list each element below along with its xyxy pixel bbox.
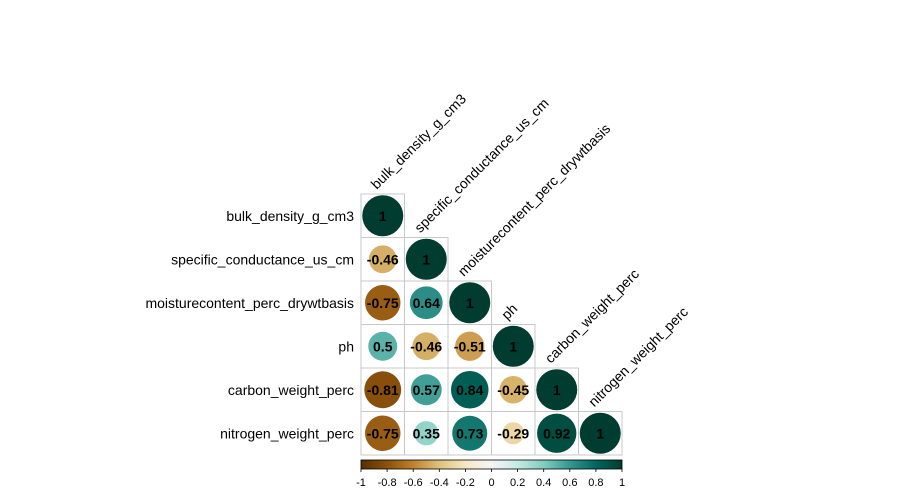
correlation-value-label: 1: [596, 425, 604, 441]
colorbar-tick-label: -1: [356, 477, 366, 489]
correlation-circle: [410, 374, 442, 406]
colorbar-tick-label: -0.4: [430, 477, 449, 489]
colorbar-tick-label: 0.6: [562, 477, 577, 489]
column-label: carbon_weight_perc: [542, 266, 642, 366]
correlation-value-label: 1: [379, 208, 387, 224]
correlation-circle: [537, 413, 577, 453]
correlation-value-label: 0.5: [373, 338, 393, 354]
correlation-value-label: -0.81: [367, 382, 399, 398]
correlation-value-label: 0.35: [413, 425, 440, 441]
column-label: moisturecontent_perc_drywtbasis: [455, 120, 614, 279]
correlation-circle: [364, 415, 401, 452]
correlation-value-label: 0.64: [413, 295, 440, 311]
correlation-circle: [368, 331, 398, 361]
correlation-value-label: 0.92: [543, 425, 570, 441]
column-label: ph: [498, 300, 520, 322]
correlation-circle: [536, 369, 578, 411]
correlation-value-label: 1: [466, 295, 474, 311]
correlation-value-label: 0.84: [456, 382, 483, 398]
colorbar-tick-label: 1: [619, 477, 625, 489]
correlation-circle: [405, 238, 447, 280]
grid-layer: [360, 193, 623, 456]
correlation-value-label: -0.46: [410, 338, 442, 354]
row-label: ph: [338, 338, 354, 354]
colorbar-tick-label: -0.6: [404, 477, 423, 489]
correlation-circle: [364, 284, 401, 321]
correlation-circle: [502, 422, 525, 445]
colorbar-tick-label: 0.2: [510, 477, 525, 489]
value-layer: 1 -0.46 1 -0.75 0.64 1 0.5 -0.46 -0.51 1 -0.81 0.57…: [367, 208, 605, 442]
correlation-value-label: -0.51: [454, 338, 486, 354]
circle-layer: [362, 195, 621, 454]
correlation-circle: [412, 332, 441, 361]
colorbar-tick-label: -0.8: [378, 477, 397, 489]
grid-cell: [578, 411, 623, 456]
colorbar-tick-label: 0.4: [536, 477, 551, 489]
correlation-circle: [579, 412, 621, 454]
row-label: bulk_density_g_cm3: [226, 208, 354, 224]
row-label: specific_conductance_us_cm: [171, 251, 354, 267]
row-label: moisturecontent_perc_drywtbasis: [145, 295, 354, 311]
colorbar-gradient: [361, 460, 622, 469]
row-label: nitrogen_weight_perc: [220, 425, 354, 441]
column-label: bulk_density_g_cm3: [368, 90, 470, 192]
correlation-value-label: 1: [509, 338, 517, 354]
colorbar: -1 -0.8 -0.6 -0.4 -0.2 0 0.2 0.4 0.6 0.8 1: [356, 459, 625, 489]
correlation-circle: [449, 282, 491, 324]
row-label: carbon_weight_perc: [228, 382, 354, 398]
correlation-circle: [492, 325, 534, 367]
correlation-value-label: -0.46: [367, 251, 399, 267]
correlation-circle: [455, 331, 485, 361]
colorbar-tick-label: 0: [488, 477, 494, 489]
correlation-circle: [409, 286, 443, 320]
correlation-circle: [499, 375, 528, 404]
correlation-value-label: -0.75: [367, 425, 399, 441]
correlation-circle: [364, 371, 402, 409]
correlation-value-label: -0.45: [497, 382, 529, 398]
column-label: nitrogen_weight_perc: [585, 304, 691, 410]
correlation-value-label: 1: [422, 251, 430, 267]
correlation-circle: [452, 415, 488, 451]
colorbar-tick-label: 0.8: [588, 477, 603, 489]
correlation-circle: [450, 370, 489, 409]
row-labels: bulk_density_g_cm3 specific_conductance_u…: [145, 208, 354, 442]
correlation-value-label: 1: [553, 382, 561, 398]
correlation-circle: [414, 421, 439, 446]
correlation-value-label: -0.75: [367, 295, 399, 311]
correlation-value-label: 0.73: [456, 425, 483, 441]
colorbar-tick-label: -0.2: [456, 477, 475, 489]
correlation-circle: [368, 245, 397, 274]
correlation-circle: [362, 195, 404, 237]
correlation-value-label: 0.57: [413, 382, 440, 398]
correlation-value-label: -0.29: [497, 425, 529, 441]
